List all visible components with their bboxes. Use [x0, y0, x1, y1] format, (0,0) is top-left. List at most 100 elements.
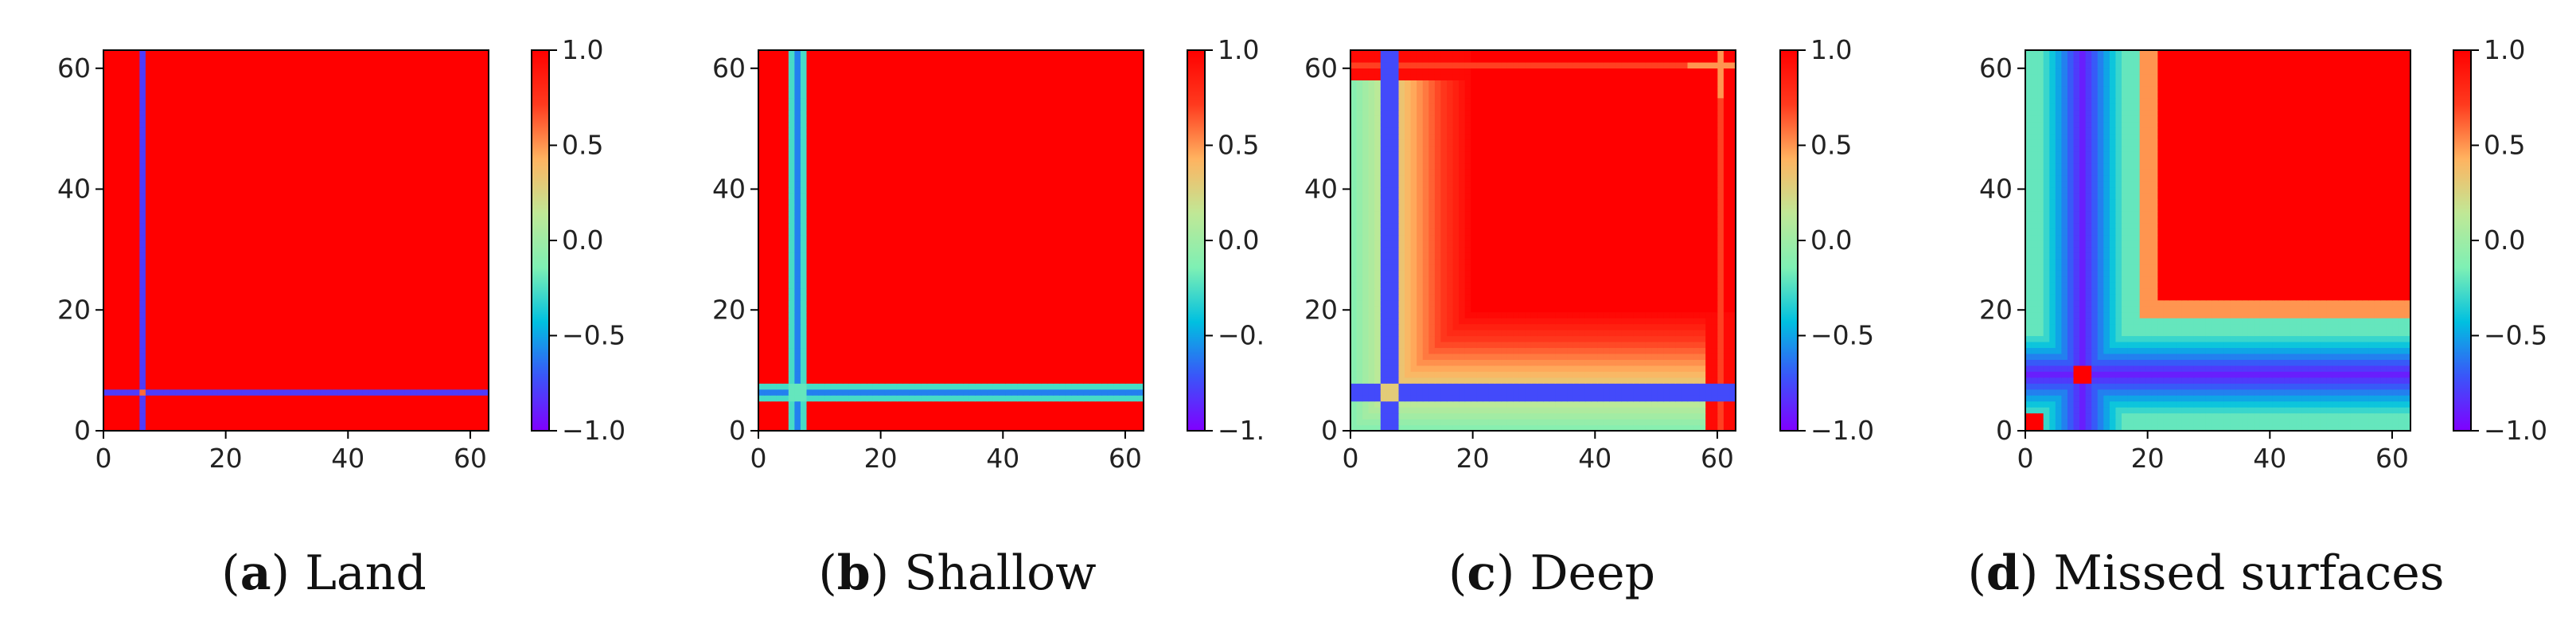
heatmap-cell — [139, 205, 146, 211]
heatmap-cell — [320, 371, 326, 377]
heatmap-cell — [158, 413, 164, 420]
heatmap-cell — [278, 359, 284, 365]
heatmap-cell — [470, 264, 477, 271]
heatmap-cell — [338, 288, 345, 295]
heatmap-cell — [284, 365, 290, 372]
heatmap-cell — [326, 377, 333, 384]
heatmap-cell — [254, 270, 260, 276]
heatmap-cell — [470, 229, 477, 235]
heatmap-cell — [465, 229, 471, 235]
heatmap-cell — [357, 336, 363, 342]
heatmap-cell — [453, 413, 459, 420]
heatmap-cell — [266, 276, 272, 283]
heatmap-cell — [308, 282, 314, 288]
heatmap-cell — [212, 270, 218, 276]
heatmap-cell — [181, 282, 188, 288]
heatmap-cell — [399, 306, 405, 312]
heatmap-cell — [345, 270, 351, 276]
heatmap-cell — [212, 413, 218, 420]
heatmap-cell — [350, 359, 357, 365]
heatmap-cell — [164, 347, 170, 354]
heatmap-cell — [248, 205, 255, 211]
heatmap-cell — [248, 288, 255, 295]
heatmap-cell — [200, 217, 206, 223]
heatmap-cell — [428, 276, 435, 283]
heatmap-cell — [416, 312, 423, 318]
heatmap-cell — [272, 377, 279, 384]
heatmap-cell — [404, 324, 411, 330]
heatmap-cell — [278, 330, 284, 336]
heatmap-cell — [386, 282, 392, 288]
heatmap-cell — [416, 401, 423, 408]
heatmap-cell — [181, 336, 188, 342]
heatmap-cell — [453, 377, 459, 384]
heatmap-cell — [423, 324, 429, 330]
heatmap-cell — [212, 342, 218, 348]
heatmap-cell — [435, 413, 441, 420]
heatmap-cell — [362, 413, 368, 420]
heatmap-cell — [103, 282, 110, 288]
heatmap-cell — [266, 383, 272, 389]
heatmap-cell — [290, 389, 296, 396]
heatmap-cell — [284, 419, 290, 425]
heatmap-cell — [193, 288, 200, 295]
heatmap-cell — [465, 246, 471, 252]
heatmap-cell — [428, 217, 435, 223]
heatmap-cell — [181, 342, 188, 348]
heatmap-cell — [326, 389, 333, 396]
heatmap-cell — [278, 229, 284, 235]
heatmap-cell — [260, 359, 267, 365]
heatmap-cell — [248, 419, 255, 425]
heatmap-cell — [416, 359, 423, 365]
heatmap-cell — [266, 324, 272, 330]
heatmap-cell — [224, 264, 230, 271]
heatmap-cell — [134, 354, 140, 360]
heatmap-cell — [248, 354, 255, 360]
heatmap-cell — [206, 407, 212, 413]
heatmap-cell — [446, 306, 453, 312]
heatmap-cell — [465, 258, 471, 264]
heatmap-cell — [435, 371, 441, 377]
heatmap-cell — [368, 240, 375, 247]
heatmap-cell — [368, 217, 375, 223]
heatmap-cell — [284, 240, 290, 247]
heatmap-cell — [146, 371, 152, 377]
heatmap-cell — [362, 235, 368, 241]
heatmap-cell — [164, 318, 170, 324]
heatmap-cell — [139, 330, 146, 336]
heatmap-cell — [127, 389, 134, 396]
heatmap-cell — [266, 407, 272, 413]
heatmap-cell — [477, 252, 483, 259]
heatmap-cell — [139, 235, 146, 241]
heatmap-cell — [470, 324, 477, 330]
heatmap-cell — [332, 282, 338, 288]
heatmap-cell — [236, 318, 242, 324]
heatmap-cell — [453, 252, 459, 259]
heatmap-cell — [170, 276, 176, 283]
heatmap-cell — [284, 383, 290, 389]
heatmap-cell — [465, 389, 471, 396]
heatmap-cell — [254, 365, 260, 372]
heatmap-cell — [248, 359, 255, 365]
heatmap-cell — [200, 294, 206, 300]
heatmap-cell — [399, 330, 405, 336]
heatmap-cell — [146, 276, 152, 283]
heatmap-cell — [254, 223, 260, 229]
heatmap-cell — [290, 336, 296, 342]
heatmap-cell — [218, 288, 224, 295]
heatmap-cell — [115, 258, 122, 264]
heatmap-cell — [134, 306, 140, 312]
heatmap-cell — [260, 294, 267, 300]
heatmap-cell — [134, 407, 140, 413]
heatmap-cell — [110, 336, 116, 342]
heatmap-cell — [290, 294, 296, 300]
heatmap-cell — [193, 294, 200, 300]
heatmap-cell — [127, 371, 134, 377]
heatmap-cell — [428, 342, 435, 348]
heatmap-cell — [146, 324, 152, 330]
heatmap-cell — [374, 294, 380, 300]
heatmap-cell — [411, 413, 417, 420]
heatmap-cell — [308, 419, 314, 425]
heatmap-cell — [218, 205, 224, 211]
heatmap-cell — [320, 365, 326, 372]
